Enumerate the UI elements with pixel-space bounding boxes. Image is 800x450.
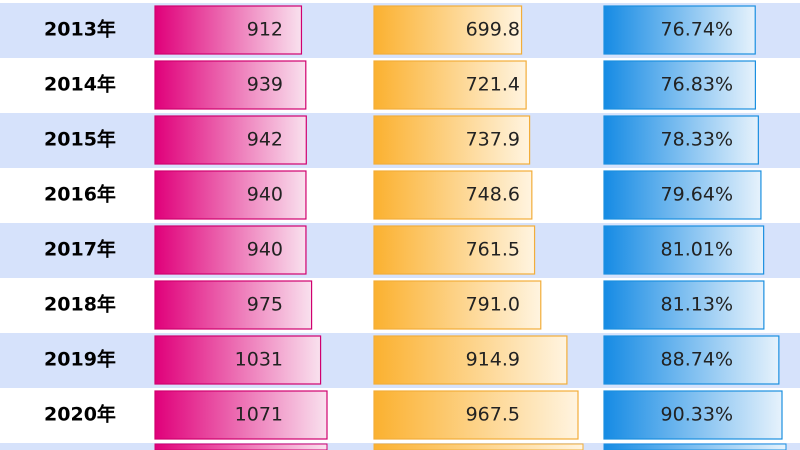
cell-value: 78.33% [661,129,733,151]
data-bar [603,225,765,275]
year-label: 2017年 [44,238,116,261]
data-bar [603,335,780,385]
data-bar [154,390,328,440]
year-label: 2014年 [44,73,116,96]
data-bar [603,170,762,220]
cell-value: 942 [247,129,283,151]
data-bar [154,115,307,165]
data-bar [373,60,527,110]
year-label: 2018年 [44,293,116,316]
cell-value: 737.9 [466,129,520,151]
data-bar [603,115,759,165]
cell-value: 699.8 [466,19,520,41]
year-label: 2016年 [44,183,116,206]
cell-value: 76.83% [661,74,733,96]
data-bar [603,280,765,330]
cell-value: 940 [247,239,283,261]
cell-value: 81.01% [661,239,733,261]
data-bar [373,280,542,330]
cell-value: 940 [247,184,283,206]
cell-value: 761.5 [466,239,520,261]
data-bar [373,115,531,165]
cell-value: 912 [247,19,283,41]
cell-value: 967.5 [466,404,520,426]
cell-value: 90.33% [661,404,733,426]
cell-value: 1071 [235,404,283,426]
year-label: 2015年 [44,128,116,151]
data-bar [154,335,322,385]
data-bar [154,5,303,55]
cell-value: 88.74% [661,349,733,371]
data-bar [603,5,756,55]
cell-value: 76.74% [661,19,733,41]
data-bar [154,170,307,220]
partial-row [0,443,800,450]
year-label: 2019年 [44,348,116,371]
data-bar [154,60,307,110]
cell-value: 914.9 [466,349,520,371]
data-bar [603,60,756,110]
data-bar [154,280,313,330]
data-bar [154,225,307,275]
cell-value: 975 [247,294,283,316]
data-bar [373,170,533,220]
cell-value: 81.13% [661,294,733,316]
cell-value: 791.0 [466,294,520,316]
data-bar [373,225,536,275]
cell-value: 939 [247,74,283,96]
year-label: 2020年 [44,403,116,426]
data-bar [373,335,568,385]
data-bar [373,390,579,440]
data-bar [373,5,523,55]
cell-value: 748.6 [466,184,520,206]
year-label: 2013年 [44,18,116,41]
data-bar [603,390,783,440]
cell-value: 79.64% [661,184,733,206]
cell-value: 1031 [235,349,283,371]
cell-value: 721.4 [466,74,520,96]
